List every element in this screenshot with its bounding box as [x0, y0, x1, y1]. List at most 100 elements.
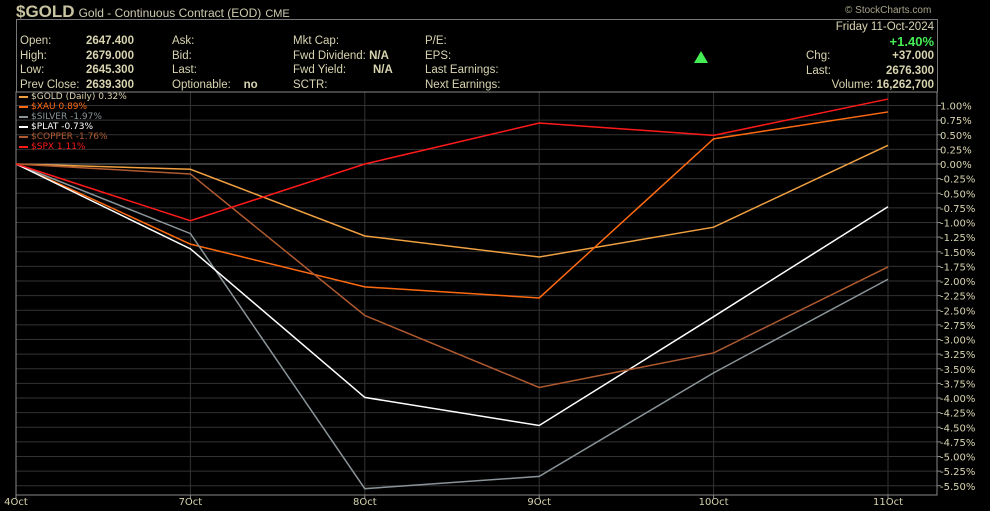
- symbol: $GOLD: [16, 2, 75, 21]
- high-value: 2679.000: [86, 49, 134, 62]
- last-label: Last:: [806, 64, 831, 77]
- x-tick-label: 11Oct: [873, 497, 903, 508]
- legend-label: $SPX 1.11%: [31, 142, 86, 152]
- y-tick-label: -5.25%: [940, 467, 975, 478]
- y-tick-label: -2.25%: [940, 292, 975, 303]
- y-tick-label: -5.00%: [940, 453, 975, 464]
- x-tick-label: 10Oct: [699, 497, 729, 508]
- quote-date: Friday 11-Oct-2024: [835, 21, 934, 33]
- ask-label: Ask:: [172, 35, 195, 47]
- series-line-4: [15, 163, 889, 389]
- y-tick-label: -1.50%: [940, 248, 975, 259]
- open-label: Open:: [20, 35, 52, 47]
- legend-swatch: [19, 116, 28, 118]
- fwd-dividend-label: Fwd Dividend:: [293, 49, 366, 62]
- volume-label: Volume:: [831, 79, 874, 91]
- eps-label: EPS:: [425, 49, 452, 62]
- bid-label: Bid:: [172, 49, 192, 62]
- legend-item: $XAU 0.89%: [19, 102, 127, 112]
- y-tick-label: -2.50%: [940, 306, 975, 317]
- y-tick-label: -1.00%: [940, 219, 975, 230]
- prev-close-value: 2639.300: [86, 78, 134, 91]
- series-line-5: [15, 98, 889, 222]
- y-tick-label: -4.75%: [940, 438, 975, 449]
- quote-col-1-values: 2647.400 2679.000 2645.300 2639.300: [86, 34, 134, 92]
- y-tick-label: -3.75%: [940, 379, 975, 390]
- legend-label: $XAU 0.89%: [31, 102, 88, 112]
- y-tick-label: 0.25%: [940, 145, 972, 156]
- plot-frame: [15, 91, 938, 496]
- y-tick-label: -1.75%: [940, 262, 975, 273]
- open-value: 2647.400: [86, 35, 134, 47]
- next-earnings-label: Next Earnings:: [425, 78, 501, 91]
- chg-value: +37.000: [892, 50, 934, 62]
- up-triangle-icon: [694, 50, 708, 63]
- high-label: High:: [20, 49, 47, 62]
- y-tick-label: -3.00%: [940, 336, 975, 347]
- legend-swatch: [19, 96, 28, 98]
- fwd-yield-label: Fwd Yield:: [293, 64, 347, 76]
- y-tick-label: -0.75%: [940, 204, 975, 215]
- quote-col-2: Ask: Bid: Last: Optionable: no: [172, 34, 258, 92]
- last-quote-label: Last:: [172, 64, 197, 76]
- series-line-2: [15, 163, 889, 490]
- low-label: Low:: [20, 64, 45, 76]
- x-tick-label: 7Oct: [179, 497, 203, 508]
- y-tick-label: 1.00%: [940, 102, 972, 113]
- y-tick-label: -0.50%: [940, 189, 975, 200]
- legend-item: $COPPER -1.76%: [19, 132, 127, 142]
- legend-swatch: [19, 136, 28, 138]
- last-value: 2676.300: [886, 64, 934, 77]
- quote-summary: Friday 11-Oct-2024 +1.40% Chg: +37.000 La…: [694, 20, 934, 93]
- y-tick-label: -4.25%: [940, 409, 975, 420]
- x-tick-label: 8Oct: [353, 497, 377, 508]
- chg-label: Chg:: [806, 50, 831, 62]
- exchange: CME: [265, 8, 290, 20]
- quote-col-4: P/E: EPS: Last Earnings: Next Earnings:: [425, 34, 500, 92]
- legend: $GOLD (Daily) 0.32% $XAU 0.89% $SILVER -1.…: [19, 92, 127, 152]
- y-tick-label: -3.50%: [940, 365, 975, 376]
- y-tick-label: -2.75%: [940, 321, 975, 332]
- volume-value: 16,262,700: [876, 79, 934, 91]
- fwd-yield-value: N/A: [373, 64, 393, 76]
- optionable-label: Optionable:: [172, 78, 231, 91]
- series-line-3: [15, 163, 889, 427]
- legend-label: $GOLD (Daily) 0.32%: [31, 92, 127, 102]
- legend-label: $SILVER -1.97%: [31, 112, 102, 122]
- instrument-name: Gold - Continuous Contract (EOD): [78, 6, 262, 20]
- y-tick-label: -0.25%: [940, 175, 975, 186]
- credit: © StockCharts.com: [845, 5, 932, 16]
- series-line-1: [15, 111, 889, 299]
- change-percent: +1.40%: [889, 33, 934, 49]
- y-tick-label: -4.50%: [940, 423, 975, 434]
- pe-label: P/E:: [425, 35, 447, 47]
- legend-label: $PLAT -0.73%: [31, 122, 94, 132]
- prev-close-label: Prev Close:: [20, 78, 80, 91]
- x-tick-label: 4Oct: [4, 497, 28, 508]
- y-tick-label: -1.25%: [940, 233, 975, 244]
- legend-item: $SILVER -1.97%: [19, 112, 127, 122]
- fwd-dividend-value: N/A: [369, 49, 389, 62]
- legend-item: $GOLD (Daily) 0.32%: [19, 92, 127, 102]
- sctr-label: SCTR:: [293, 78, 328, 91]
- legend-item: $SPX 1.11%: [19, 142, 127, 152]
- y-tick-label: 0.00%: [940, 160, 972, 171]
- y-tick-label: -2.00%: [940, 277, 975, 288]
- quote-panel: Open: High: Low: Prev Close: 2647.400 26…: [16, 19, 938, 92]
- quote-col-3: Mkt Cap: Fwd Dividend: N/A Fwd Yield: N/A…: [293, 34, 393, 92]
- legend-swatch: [19, 146, 28, 148]
- quote-col-1: Open: High: Low: Prev Close:: [20, 34, 79, 92]
- legend-swatch: [19, 106, 28, 108]
- mkt-cap-label: Mkt Cap:: [293, 35, 340, 47]
- x-tick-label: 9Oct: [527, 497, 551, 508]
- optionable-value: no: [243, 78, 258, 91]
- legend-swatch: [19, 126, 28, 128]
- y-tick-label: -5.50%: [940, 482, 975, 493]
- last-earnings-label: Last Earnings:: [425, 64, 499, 76]
- y-tick-label: -3.25%: [940, 350, 975, 361]
- y-tick-label: 0.50%: [940, 131, 972, 142]
- y-tick-label: -4.00%: [940, 394, 975, 405]
- legend-label: $COPPER -1.76%: [31, 132, 108, 142]
- y-tick-label: 0.75%: [940, 116, 972, 127]
